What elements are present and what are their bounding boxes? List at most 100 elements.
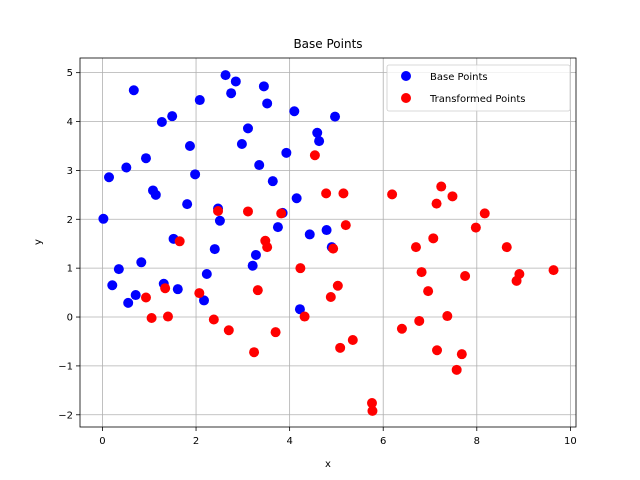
transformed-point — [366, 398, 377, 409]
base-point — [156, 117, 167, 128]
base-point — [104, 172, 115, 183]
transformed-point — [501, 242, 512, 253]
transformed-point — [514, 269, 525, 280]
transformed-point — [223, 325, 234, 336]
transformed-point — [174, 236, 185, 247]
transformed-point — [414, 315, 425, 326]
transformed-point — [162, 311, 173, 322]
transformed-point — [270, 327, 281, 338]
transformed-point — [442, 311, 453, 322]
x-axis-label: x — [325, 459, 331, 470]
transformed-point — [242, 206, 253, 217]
transformed-point — [295, 263, 306, 274]
x-tick-label: 8 — [474, 436, 480, 447]
transformed-point — [410, 242, 421, 253]
transformed-point — [428, 233, 439, 244]
x-tick-label: 0 — [99, 436, 105, 447]
transformed-point — [262, 242, 273, 253]
base-point — [209, 244, 220, 255]
base-point — [291, 193, 302, 204]
transformed-point — [436, 181, 447, 192]
base-point — [281, 147, 292, 158]
base-point — [172, 284, 183, 295]
transformed-point — [470, 222, 481, 233]
transformed-point — [347, 335, 358, 346]
chart-title: Base Points — [293, 37, 362, 51]
base-point — [258, 81, 269, 92]
transformed-point — [456, 349, 467, 360]
x-tick-label: 2 — [193, 436, 199, 447]
x-tick-label: 4 — [286, 436, 292, 447]
base-point — [190, 169, 201, 180]
base-point — [167, 111, 178, 122]
x-tick-label: 6 — [380, 436, 386, 447]
base-point — [312, 127, 323, 138]
base-point — [242, 123, 253, 134]
base-point — [150, 189, 161, 200]
transformed-point — [328, 243, 339, 254]
base-point — [107, 280, 118, 291]
base-point — [199, 295, 209, 306]
transformed-point — [479, 208, 490, 219]
x-axis-ticks: 0 2 4 6 8 10 — [99, 427, 577, 447]
base-point — [184, 140, 195, 151]
transformed-point — [146, 313, 157, 324]
base-point — [289, 106, 300, 117]
base-point — [113, 264, 124, 275]
base-point — [220, 70, 231, 81]
transformed-point — [460, 270, 471, 281]
base-point — [98, 213, 109, 224]
transformed-point — [451, 364, 462, 375]
transformed-point — [249, 347, 260, 358]
base-point — [140, 153, 151, 164]
transformed-point — [338, 188, 349, 199]
grid — [80, 58, 576, 427]
base-point — [130, 290, 141, 301]
base-point — [314, 136, 325, 147]
y-tick-label: 1 — [67, 264, 73, 275]
transformed-point — [396, 323, 407, 334]
transformed-point — [321, 188, 332, 199]
base-point — [121, 162, 132, 173]
base-point — [272, 222, 283, 233]
base-point — [247, 260, 258, 271]
legend-marker-transformed-points — [401, 93, 411, 103]
transformed-point — [299, 311, 310, 322]
base-point — [304, 229, 315, 240]
data-points — [98, 70, 559, 416]
y-tick-label: −2 — [58, 410, 73, 421]
transformed-point — [140, 292, 151, 303]
transformed-point — [416, 267, 427, 278]
y-tick-label: 3 — [67, 166, 73, 177]
base-point — [262, 98, 273, 109]
base-point — [201, 269, 212, 280]
legend-box — [386, 64, 571, 112]
transformed-point — [213, 205, 224, 216]
legend: Base Points Transformed Points — [386, 64, 571, 112]
base-point — [250, 249, 261, 260]
base-point — [330, 111, 341, 122]
transformed-point — [276, 208, 287, 219]
y-tick-label: 0 — [67, 313, 73, 324]
transformed-point — [208, 314, 219, 325]
base-point — [226, 88, 237, 99]
transformed-point — [194, 288, 205, 299]
base-point — [128, 85, 139, 96]
transformed-point — [431, 198, 442, 209]
base-point — [123, 297, 134, 308]
transformed-point — [432, 345, 443, 356]
base-point — [182, 199, 193, 210]
base-point — [230, 76, 241, 87]
y-tick-label: −1 — [58, 361, 73, 372]
transformed-point — [252, 285, 263, 296]
x-tick-label: 10 — [564, 436, 577, 447]
base-point — [254, 160, 265, 171]
transformed-point — [332, 280, 343, 291]
transformed-point — [367, 405, 378, 416]
transformed-point — [160, 283, 171, 294]
y-tick-label: 4 — [67, 117, 73, 128]
y-tick-label: 5 — [67, 68, 73, 79]
transformed-point — [325, 291, 336, 302]
transformed-point — [335, 342, 346, 353]
y-axis-ticks: −2 −1 0 1 2 3 4 5 — [58, 68, 80, 421]
